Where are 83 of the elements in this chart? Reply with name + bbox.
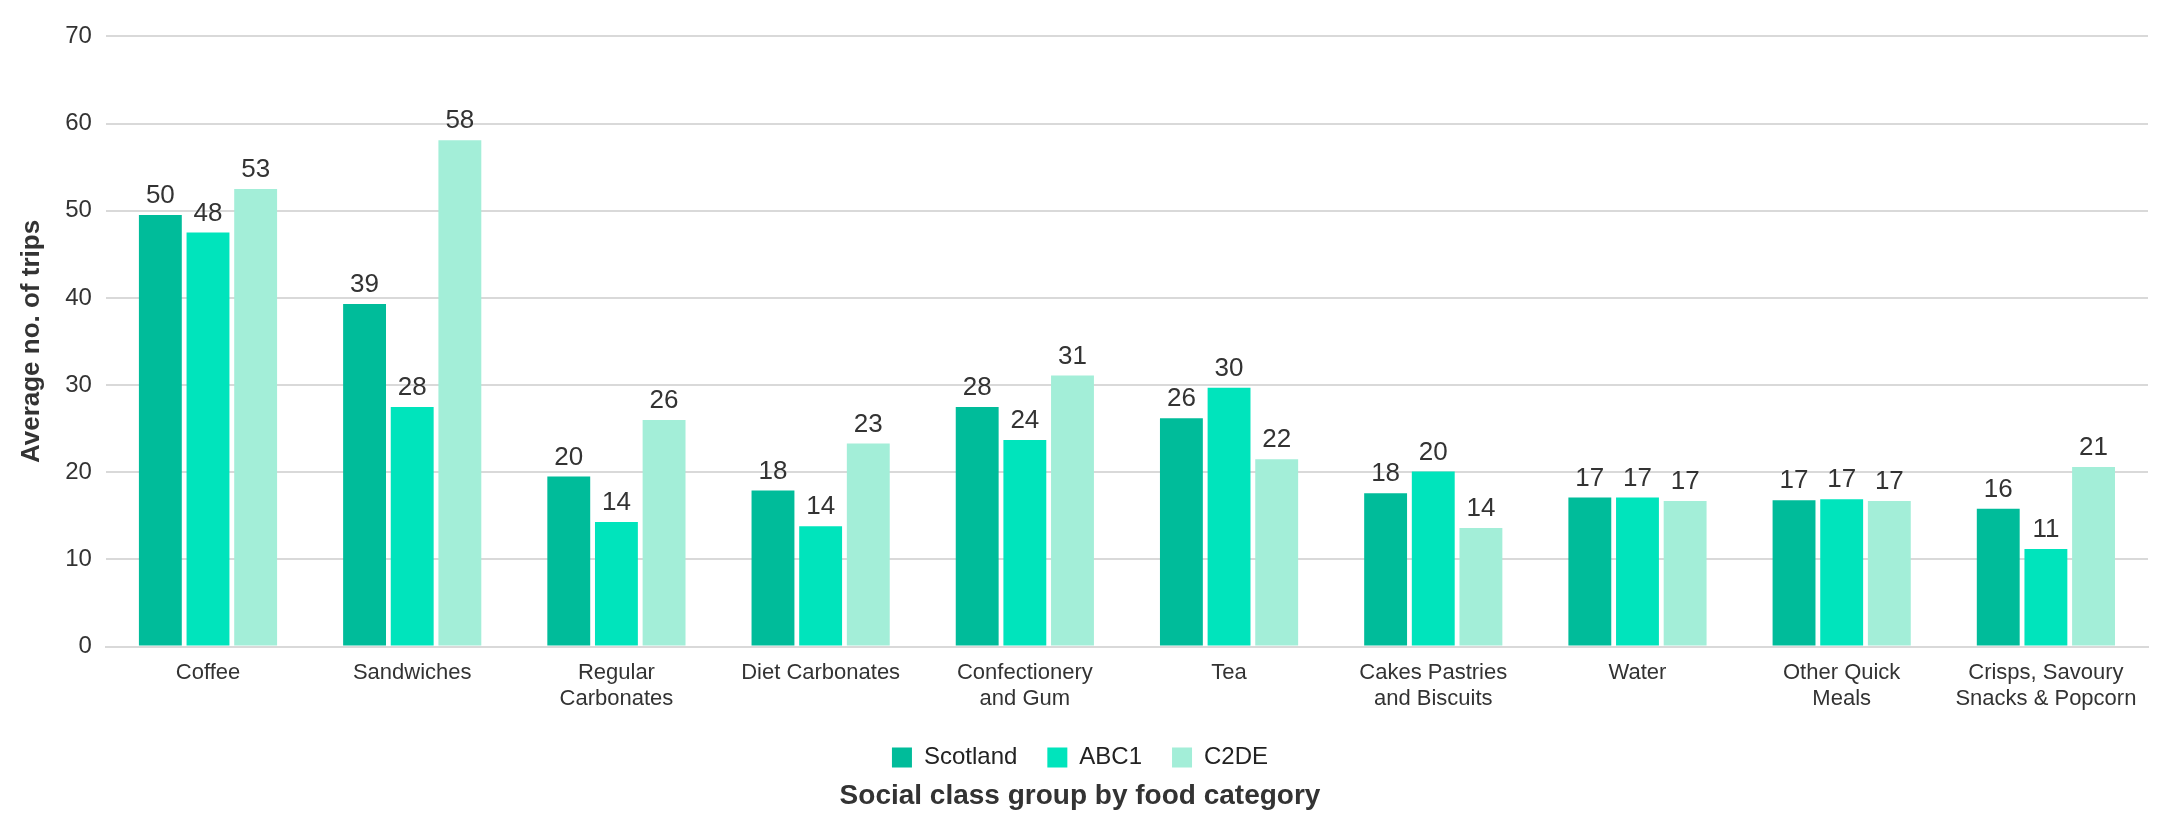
data-label: 22 — [1262, 423, 1292, 454]
data-label: 24 — [1010, 404, 1040, 435]
bar — [1867, 501, 1911, 646]
legend-label: ABC1 — [1079, 742, 1143, 770]
bar — [1255, 459, 1299, 646]
y-tick-label: 20 — [65, 456, 92, 484]
bar — [1772, 500, 1816, 646]
data-label: 17 — [1623, 461, 1652, 492]
data-label: 17 — [1670, 465, 1700, 496]
bar — [1568, 497, 1612, 646]
y-tick-label: 50 — [65, 195, 92, 223]
bar — [1411, 471, 1455, 646]
data-label: 31 — [1058, 339, 1087, 370]
x-tick-label: Coffee — [175, 658, 241, 684]
bar — [1663, 501, 1707, 646]
data-label: 14 — [1466, 492, 1496, 523]
y-tick-label: 70 — [65, 21, 92, 49]
x-tick-label: Diet Carbonates — [741, 658, 901, 684]
bar — [547, 476, 591, 646]
y-tick-label: 30 — [65, 369, 92, 397]
bar — [234, 188, 278, 646]
data-label: 48 — [193, 196, 223, 227]
data-label: 39 — [350, 268, 380, 299]
data-label: 30 — [1214, 351, 1244, 382]
data-label: 50 — [145, 179, 175, 210]
data-label: 11 — [2032, 513, 2060, 544]
x-tick-label: Cakes Pastries and Biscuits — [1359, 658, 1508, 711]
bar — [1003, 440, 1047, 646]
bar — [1159, 418, 1203, 646]
x-tick-label: Water — [1608, 658, 1667, 684]
data-label: 26 — [1166, 382, 1196, 413]
data-label: 14 — [601, 486, 631, 517]
data-label: 18 — [758, 454, 788, 485]
x-tick-label: Crisps, Savoury Snacks & Popcorn — [1955, 658, 2137, 711]
data-label: 18 — [1371, 457, 1401, 488]
bar — [343, 304, 386, 646]
bar — [1820, 499, 1864, 646]
data-label: 20 — [1418, 435, 1448, 466]
data-label: 17 — [1575, 461, 1605, 492]
data-label: 17 — [1779, 464, 1809, 495]
bar — [846, 443, 890, 646]
x-tick-label: Confectionery and Gum — [956, 658, 1093, 711]
data-label: 17 — [1874, 465, 1904, 496]
data-label: 21 — [2079, 431, 2108, 462]
legend-label: C2DE — [1204, 742, 1269, 770]
bar — [390, 406, 434, 646]
bar — [1051, 375, 1094, 646]
data-label: 23 — [853, 407, 883, 438]
data-label: 58 — [445, 104, 475, 135]
y-tick-label: 10 — [65, 544, 92, 572]
bar — [2072, 467, 2115, 646]
bar — [594, 521, 638, 646]
bar — [1616, 497, 1659, 646]
x-axis-title: Social class group by food category — [839, 778, 1321, 810]
y-tick-label: 40 — [65, 282, 92, 310]
data-label: 53 — [241, 153, 271, 184]
bar — [955, 406, 999, 646]
bar — [1459, 528, 1503, 646]
data-label: 16 — [1983, 473, 2013, 504]
bar — [138, 215, 182, 646]
bar — [1976, 508, 2020, 646]
bar — [2024, 548, 2068, 646]
bar — [799, 526, 843, 646]
data-label: 26 — [649, 384, 679, 415]
y-tick-label: 0 — [78, 631, 92, 659]
data-label: 14 — [806, 490, 836, 521]
data-label: 20 — [554, 440, 584, 471]
bar — [438, 140, 482, 646]
x-tick-label: Other Quick Meals — [1783, 658, 1902, 711]
bar — [751, 490, 795, 646]
y-tick-label: 60 — [65, 108, 92, 136]
x-tick-label: Tea — [1211, 658, 1248, 684]
bar — [642, 419, 686, 646]
x-tick-label: Regular Carbonates — [559, 658, 674, 711]
data-label: 28 — [397, 371, 427, 402]
legend-label: Scotland — [923, 742, 1018, 770]
data-label: 28 — [962, 371, 992, 402]
y-axis-title: Average no. of trips — [14, 219, 45, 464]
data-label: 17 — [1827, 463, 1857, 494]
bar — [1364, 493, 1408, 646]
bar — [186, 232, 230, 646]
bar — [1207, 387, 1251, 646]
x-tick-label: Sandwiches — [352, 658, 472, 684]
